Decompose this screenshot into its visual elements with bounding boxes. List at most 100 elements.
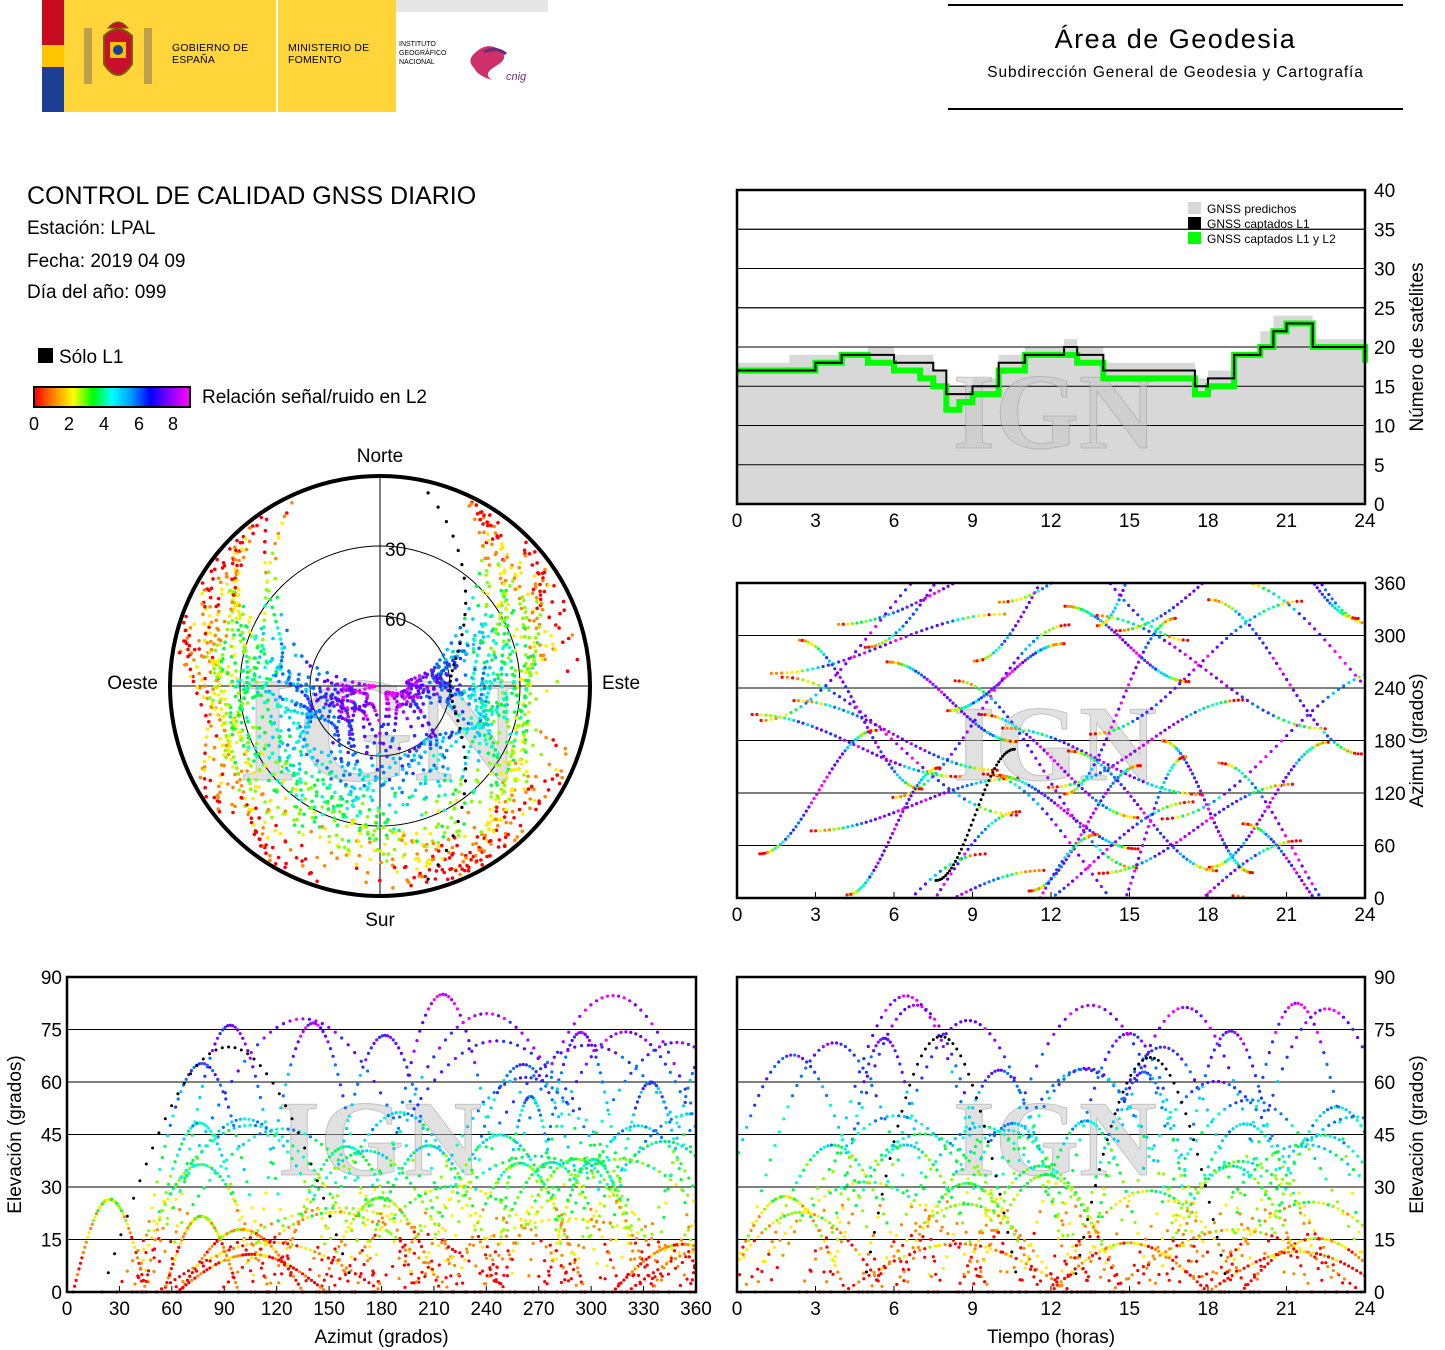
azimuth-point: [1238, 779, 1242, 783]
sky-point: [510, 666, 514, 670]
azimuth-point: [804, 809, 808, 813]
sky-point: [241, 790, 246, 794]
sky-point: [463, 834, 467, 839]
azimuth-point: [895, 823, 899, 827]
sky-point: [277, 631, 282, 636]
sky-point: [317, 825, 322, 829]
sky-point: [341, 695, 345, 700]
sky-point: [470, 693, 474, 697]
azimuth-point-l1: [973, 813, 977, 817]
elev-az-point: [550, 1259, 555, 1263]
sky-point: [365, 870, 370, 875]
sky-point: [523, 635, 527, 639]
sky-point: [432, 687, 436, 691]
azimuth-point: [1119, 783, 1123, 787]
sky-point: [437, 681, 442, 685]
azimuth-point: [1325, 734, 1330, 738]
header-rule-top: [948, 4, 1403, 6]
azimuth-point: [1176, 815, 1180, 819]
elev-az-point: [657, 1245, 662, 1249]
south-label: Sur: [365, 910, 395, 931]
azimuth-point: [1283, 834, 1288, 838]
sky-point: [289, 709, 294, 713]
azimuth-point: [1176, 678, 1180, 682]
sky-point: [453, 820, 458, 825]
sky-point: [512, 576, 517, 580]
azimuth-point: [1049, 817, 1054, 821]
azimuth-point: [915, 802, 919, 806]
sky-point: [333, 732, 337, 737]
sky-point: [482, 530, 486, 535]
azimuth-point: [914, 631, 919, 635]
elev-az-point: [614, 1274, 618, 1278]
elev-az-point: [403, 1162, 407, 1166]
sky-point: [528, 806, 532, 810]
sky-point: [485, 580, 490, 585]
azimuth-point: [1115, 633, 1119, 637]
sky-point: [488, 665, 492, 670]
azimuth-point: [1042, 769, 1046, 773]
sky-point: [310, 707, 314, 711]
azimuth-point: [994, 810, 998, 815]
azimuth-point: [755, 712, 759, 717]
azimuth-point: [948, 863, 952, 867]
sky-point: [502, 715, 506, 719]
azimuth-point: [1300, 864, 1304, 868]
azimuth-point: [1071, 879, 1075, 883]
elev-az-point: [557, 1233, 561, 1238]
elev-az-point: [482, 1236, 486, 1240]
azimuth-point: [1087, 771, 1091, 775]
azimuth-point: [1142, 837, 1147, 841]
sky-point: [207, 650, 212, 654]
sky-point: [216, 693, 221, 697]
sky-point: [252, 666, 257, 670]
azimuth-point: [1096, 832, 1100, 837]
sky-point: [486, 691, 490, 695]
azimuth-point: [1211, 869, 1215, 873]
sky-point: [234, 669, 238, 673]
sky-point: [354, 862, 359, 866]
azimuth-point: [1062, 809, 1066, 813]
azimuth-point: [880, 853, 884, 857]
azimuth-point: [785, 675, 790, 680]
azimuth-point: [1191, 810, 1195, 815]
sky-point: [505, 552, 510, 557]
azimuth-point: [891, 634, 895, 638]
ministerio-panel: MINISTERIO DE FOMENTO: [278, 0, 396, 112]
azimuth-point: [1202, 706, 1206, 711]
azimuth-point: [1186, 764, 1191, 768]
elev-az-point: [688, 1078, 692, 1082]
azimuth-point: [1102, 760, 1106, 765]
azimuth-point: [918, 887, 923, 891]
azimuth-point: [1062, 741, 1066, 745]
sky-point: [253, 789, 258, 793]
azimuth-point: [1277, 822, 1281, 826]
azimuth-point: [1079, 607, 1084, 612]
sky-point: [547, 615, 551, 619]
azimuth-point: [1202, 805, 1206, 810]
elev-az-point: [216, 1232, 220, 1236]
sky-point: [220, 653, 225, 657]
azimuth-point: [972, 766, 977, 770]
azimuth-point: [1300, 878, 1304, 883]
azimuth-point: [796, 677, 800, 681]
azimuth-point: [966, 847, 970, 851]
sky-point: [317, 672, 321, 676]
azimuth-point: [889, 737, 894, 741]
sky-point: [494, 772, 499, 777]
azimuth-point: [1358, 679, 1363, 683]
sky-point: [515, 627, 519, 631]
sky-point: [490, 613, 494, 618]
sky-point: [473, 667, 477, 672]
azimuth-point: [1152, 806, 1156, 811]
sky-point: [271, 636, 275, 641]
elev-az-point: [320, 1234, 324, 1239]
elev-az-point: [621, 1129, 625, 1133]
sky-point: [460, 710, 465, 714]
azimuth-point: [1273, 792, 1278, 796]
sky-point: [501, 593, 506, 597]
azimuth-point: [1307, 890, 1312, 894]
sky-point: [308, 701, 312, 705]
sky-point: [188, 674, 193, 679]
azimuth-point: [1154, 630, 1158, 634]
